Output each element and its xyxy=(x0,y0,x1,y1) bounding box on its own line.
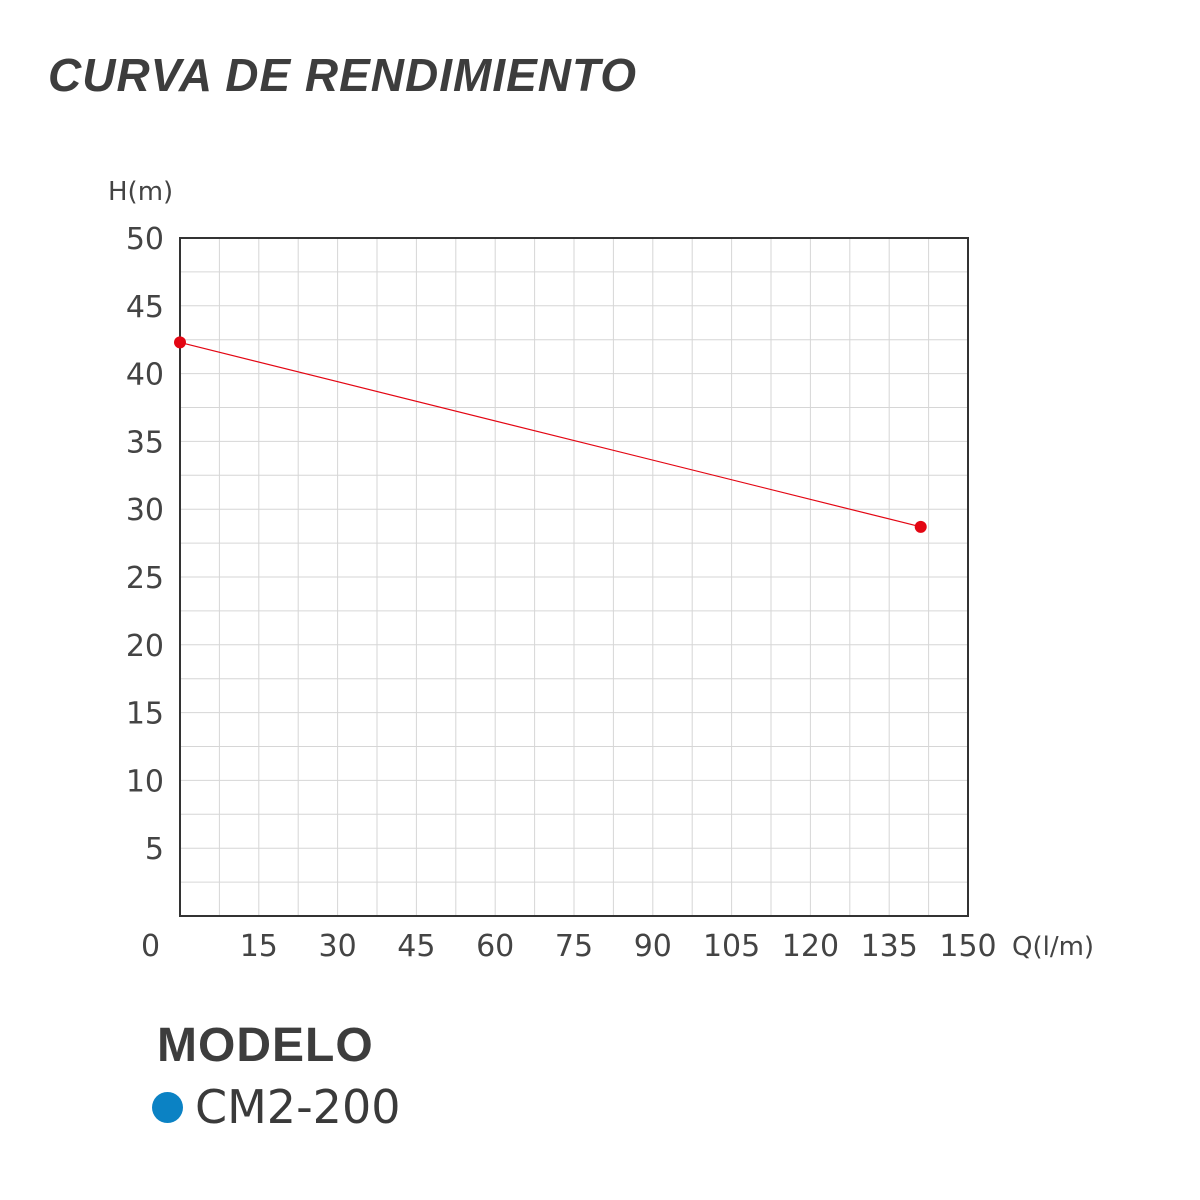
x-tick-label: 105 xyxy=(703,929,760,964)
y-axis-label: H(m) xyxy=(108,177,173,207)
data-point xyxy=(174,336,186,349)
legend-title: MODELO xyxy=(157,1019,374,1072)
y-tick-label: 30 xyxy=(126,493,164,528)
legend-label: CM2-200 xyxy=(195,1080,401,1134)
x-tick-label: 0 xyxy=(141,929,160,964)
y-tick-label: 45 xyxy=(126,290,164,325)
y-tick-label: 20 xyxy=(126,629,164,664)
x-tick-label: 150 xyxy=(939,929,996,964)
y-tick-label: 25 xyxy=(126,561,164,596)
x-tick-label: 30 xyxy=(319,929,357,964)
series-layer xyxy=(174,336,927,533)
data-point xyxy=(914,520,927,533)
grid xyxy=(180,238,968,916)
y-tick-label: 50 xyxy=(126,222,164,257)
plot-frame xyxy=(179,237,969,917)
x-tick-labels: 0 15 30 45 60 75 90 105 120 135 150 xyxy=(141,929,997,964)
x-axis-label: Q(l/m) xyxy=(1012,932,1094,962)
x-tick-label: 120 xyxy=(782,929,839,964)
performance-chart: 0 15 30 45 60 75 90 105 120 135 150 5 10 15 20 25 30 35 4… xyxy=(108,177,1094,964)
x-tick-label: 45 xyxy=(397,929,435,964)
legend-marker xyxy=(152,1091,183,1123)
x-tick-label: 60 xyxy=(476,929,514,964)
x-tick-label: 135 xyxy=(861,929,918,964)
series-line xyxy=(179,341,921,528)
legend-item: CM2-200 xyxy=(152,1080,400,1134)
x-tick-label: 15 xyxy=(240,929,278,964)
y-tick-label: 40 xyxy=(126,358,164,393)
x-tick-label: 90 xyxy=(634,929,672,964)
y-tick-label: 10 xyxy=(126,764,164,799)
y-tick-label: 35 xyxy=(126,425,164,460)
x-tick-label: 75 xyxy=(555,929,593,964)
y-tick-labels: 5 10 15 20 25 30 35 40 45 50 xyxy=(126,222,164,867)
y-tick-label: 15 xyxy=(126,697,164,732)
y-tick-label: 5 xyxy=(145,832,164,867)
chart-title: CURVA DE RENDIMIENTO xyxy=(48,49,638,101)
